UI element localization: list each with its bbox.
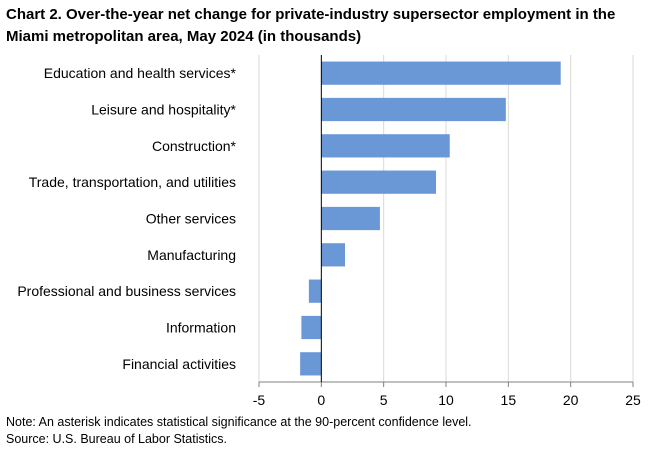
- category-label: Information: [166, 320, 236, 336]
- bar: [321, 170, 437, 194]
- axes: [258, 55, 634, 387]
- note-text: Note: An asterisk indicates statistical …: [6, 415, 472, 429]
- source-text: Source: U.S. Bureau of Labor Statistics.: [6, 432, 227, 446]
- bar: [321, 243, 346, 267]
- x-tick-label: 10: [438, 392, 454, 408]
- bar: [321, 134, 450, 158]
- category-label: Professional and business services: [17, 283, 236, 299]
- category-label: Education and health services*: [44, 65, 237, 81]
- bar: [321, 97, 506, 122]
- bar: [308, 279, 322, 303]
- tick-labels: -5 0 5 10 15 20 25: [253, 392, 641, 408]
- x-tick-label: 15: [501, 392, 517, 408]
- bars: [300, 61, 561, 376]
- category-label: Trade, transportation, and utilities: [29, 174, 236, 190]
- category-labels: Education and health services* Leisure an…: [17, 65, 236, 372]
- x-tick-label: 25: [625, 392, 641, 408]
- x-tick-label: 20: [563, 392, 579, 408]
- chart-title: Chart 2. Over-the-year net change for pr…: [6, 6, 616, 45]
- category-label: Construction*: [152, 138, 237, 154]
- category-label: Other services: [146, 211, 236, 227]
- bar: [301, 315, 322, 340]
- bar: [300, 352, 322, 376]
- x-tick-label: -5: [253, 392, 266, 408]
- category-label: Financial activities: [122, 356, 236, 372]
- bar: [321, 206, 380, 231]
- category-label: Manufacturing: [147, 247, 236, 263]
- bar: [321, 61, 561, 85]
- category-label: Leisure and hospitality*: [91, 102, 236, 118]
- x-tick-label: 5: [380, 392, 388, 408]
- x-tick-label: 0: [317, 392, 325, 408]
